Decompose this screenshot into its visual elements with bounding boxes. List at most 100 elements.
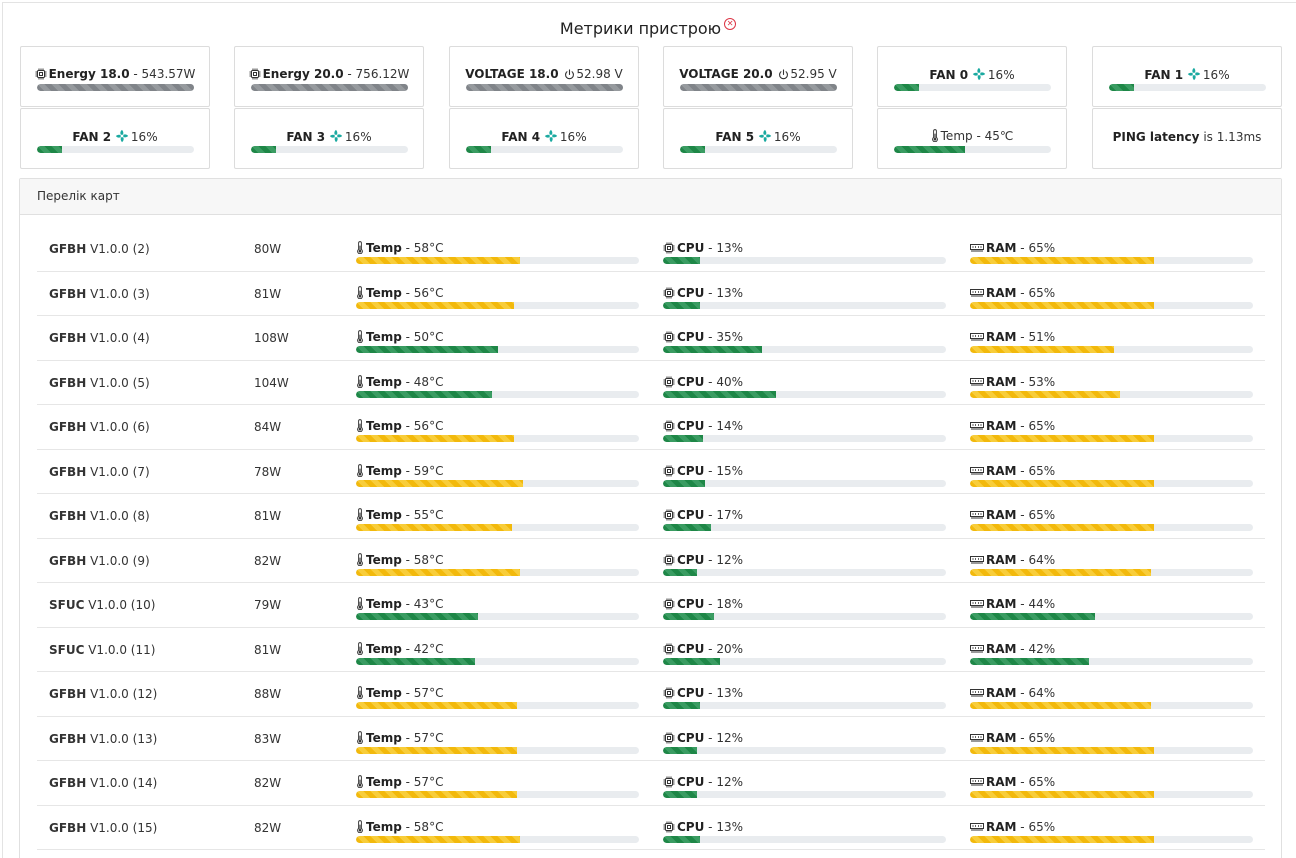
temp-name: Temp	[366, 552, 402, 567]
temp-progress-fill	[356, 524, 512, 531]
metric-card: FAN 5 16%	[663, 108, 853, 169]
thermometer-icon	[356, 241, 366, 255]
metric-label: Temp - 45℃	[878, 129, 1066, 143]
cpu-progress-fill	[663, 346, 763, 353]
ram-name: RAM	[986, 552, 1017, 567]
temp-name: Temp	[366, 285, 402, 300]
cpu-value: 12%	[716, 730, 743, 745]
ram-progress-fill	[970, 346, 1115, 353]
metric-progress-bar	[37, 146, 194, 153]
board-name: GFBH V1.0.0 (8)	[49, 509, 150, 523]
cpu-progress-fill	[663, 613, 714, 620]
close-circle-icon[interactable]: ✕	[724, 18, 737, 30]
chip-icon	[663, 775, 677, 789]
temp-progress-bar	[356, 524, 639, 531]
chip-icon	[249, 67, 263, 81]
thermometer-icon	[356, 775, 366, 789]
ram-progress-bar	[970, 346, 1253, 353]
temp-label: Temp - 55°C	[356, 508, 443, 522]
boards-panel-title: Перелік карт	[37, 189, 120, 203]
metric-progress-bar	[466, 146, 623, 153]
temp-progress-bar	[356, 568, 639, 576]
chip-icon	[663, 597, 677, 611]
ram-value: 65%	[1028, 730, 1056, 745]
board-version: V1.0.0 (10)	[88, 598, 156, 612]
board-version: V1.0.0 (13)	[90, 731, 158, 746]
metric-label: FAN 3 16%	[235, 129, 423, 144]
ram-progress-fill	[970, 613, 1095, 620]
metric-progress-fill	[680, 84, 837, 91]
metric-value: 45℃	[984, 129, 1014, 143]
temp-progress-fill	[356, 390, 492, 398]
ram-name: RAM	[986, 819, 1017, 834]
temp-progress-bar	[356, 301, 639, 309]
temp-value: 58°C	[413, 241, 444, 255]
ram-name: RAM	[986, 641, 1017, 656]
chip-icon	[663, 286, 677, 300]
ram-name: RAM	[986, 374, 1017, 389]
thermometer-icon	[356, 597, 366, 611]
board-type: GFBH	[49, 420, 87, 434]
board-name: GFBH V1.0.0 (12)	[49, 687, 157, 701]
temp-label: Temp - 57°C	[356, 686, 443, 700]
ram-icon	[970, 553, 986, 567]
cpu-progress-fill	[663, 791, 697, 798]
ram-icon	[970, 686, 986, 700]
metric-progress-bar	[894, 84, 1051, 91]
thermometer-icon	[356, 374, 366, 389]
board-power: 82W	[254, 820, 282, 835]
metric-progress-bar	[1109, 84, 1266, 91]
metric-card: VOLTAGE 20.0 52.95 V	[663, 46, 853, 107]
board-version: V1.0.0 (8)	[90, 509, 150, 523]
board-row: GFBH V1.0.0 (3) 81W Temp - 56°C CPU - 13% RA…	[37, 272, 1265, 316]
ram-name: RAM	[986, 463, 1017, 478]
board-version: V1.0.0 (2)	[90, 242, 150, 256]
metric-progress-fill	[894, 146, 965, 153]
cpu-progress-bar	[663, 835, 946, 843]
board-version: V1.0.0 (15)	[90, 820, 158, 835]
metric-progress-bar	[37, 84, 194, 91]
ram-progress-fill	[970, 479, 1154, 487]
metric-progress-fill	[251, 84, 408, 91]
board-name: GFBH V1.0.0 (2)	[49, 242, 150, 256]
cpu-name: CPU	[677, 686, 705, 700]
cpu-value: 15%	[716, 463, 743, 478]
temp-name: Temp	[366, 419, 402, 433]
temp-name: Temp	[366, 686, 402, 700]
temp-progress-bar	[356, 257, 639, 264]
cpu-progress-fill	[663, 524, 712, 531]
fan-icon	[972, 67, 988, 82]
ram-name: RAM	[986, 419, 1017, 433]
cpu-label: CPU - 13%	[663, 686, 743, 700]
metric-progress-fill	[1109, 84, 1135, 91]
temp-value: 58°C	[413, 819, 444, 834]
ram-value: 44%	[1028, 597, 1056, 611]
temp-value: 57°C	[413, 730, 444, 745]
ram-progress-fill	[970, 657, 1089, 665]
temp-value: 56°C	[413, 419, 444, 433]
thermometer-icon	[356, 285, 366, 300]
ram-progress-bar	[970, 524, 1253, 531]
metric-card: FAN 2 16%	[20, 108, 210, 169]
ram-progress-fill	[970, 568, 1152, 576]
fan-icon	[544, 129, 560, 144]
cpu-label: CPU - 12%	[663, 731, 743, 745]
ram-label: RAM - 65%	[970, 731, 1055, 745]
board-row: GFBH V1.0.0 (13) 83W Temp - 57°C CPU - 12% R…	[37, 717, 1265, 761]
metric-value: 756.12W	[355, 67, 410, 81]
thermometer-icon	[356, 330, 366, 344]
ram-label: RAM - 42%	[970, 642, 1055, 656]
chip-icon	[663, 464, 677, 478]
cpu-value: 13%	[716, 819, 743, 834]
board-name: GFBH V1.0.0 (13)	[49, 732, 157, 746]
ram-value: 42%	[1028, 641, 1056, 656]
thermometer-icon	[356, 641, 366, 656]
cpu-label: CPU - 35%	[663, 330, 743, 344]
metric-progress-fill	[680, 146, 706, 153]
chip-icon	[663, 820, 677, 834]
cpu-name: CPU	[677, 641, 705, 656]
ram-value: 65%	[1028, 508, 1056, 522]
cpu-progress-fill	[663, 702, 700, 709]
board-type: GFBH	[49, 464, 87, 479]
ram-progress-bar	[970, 791, 1253, 798]
